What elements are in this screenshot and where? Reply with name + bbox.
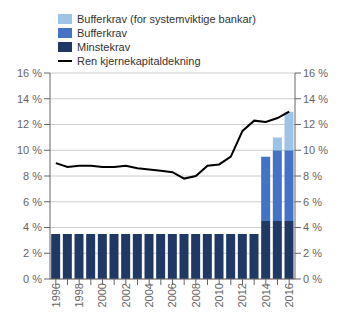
svg-text:2 %: 2 % xyxy=(23,247,42,259)
svg-text:2 %: 2 % xyxy=(303,247,322,259)
svg-text:12 %: 12 % xyxy=(17,118,42,130)
svg-text:6 %: 6 % xyxy=(303,196,322,208)
svg-text:1996: 1996 xyxy=(50,283,62,307)
svg-text:4 %: 4 % xyxy=(23,221,42,233)
svg-text:14 %: 14 % xyxy=(17,93,42,105)
svg-text:2006: 2006 xyxy=(166,283,178,307)
svg-text:4 %: 4 % xyxy=(303,221,322,233)
svg-text:0 %: 0 % xyxy=(303,273,322,285)
svg-text:0 %: 0 % xyxy=(23,273,42,285)
svg-text:1998: 1998 xyxy=(73,283,85,307)
html-text:Minstekrav: Minstekrav xyxy=(77,41,131,53)
svg-text:2016: 2016 xyxy=(283,283,295,307)
html-text:Bufferkrav: Bufferkrav xyxy=(77,27,127,39)
svg-text:2000: 2000 xyxy=(96,283,108,307)
svg-text:2010: 2010 xyxy=(213,283,225,307)
svg-text:2008: 2008 xyxy=(190,283,202,307)
svg-text:8 %: 8 % xyxy=(303,170,322,182)
svg-text:8 %: 8 % xyxy=(23,170,42,182)
svg-text:14 %: 14 % xyxy=(303,93,328,105)
svg-text:2014: 2014 xyxy=(260,283,272,307)
html-text:Bufferkrav (for systemviktige: Bufferkrav (for systemviktige bankar) xyxy=(77,13,256,25)
svg-text:10 %: 10 % xyxy=(303,144,328,156)
svg-text:16 %: 16 % xyxy=(303,67,328,79)
svg-text:12 %: 12 % xyxy=(303,118,328,130)
html-text:Ren kjernekapitaldekning: Ren kjernekapitaldekning xyxy=(77,55,201,67)
svg-text:10 %: 10 % xyxy=(17,144,42,156)
svg-text:2002: 2002 xyxy=(120,283,132,307)
svg-text:6 %: 6 % xyxy=(23,196,42,208)
svg-text:16 %: 16 % xyxy=(17,67,42,79)
svg-text:2012: 2012 xyxy=(236,283,248,307)
svg-text:2004: 2004 xyxy=(143,283,155,307)
